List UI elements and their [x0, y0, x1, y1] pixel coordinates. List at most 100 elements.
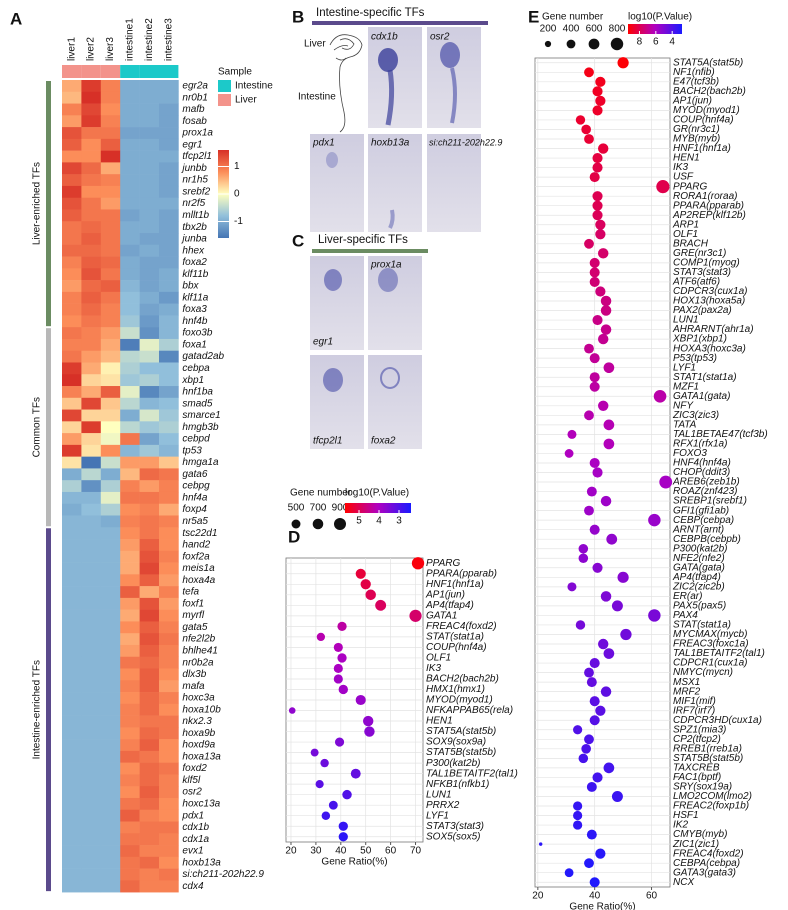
- heatmap-cell: [81, 244, 102, 257]
- gene-label: hoxa9b: [182, 728, 215, 739]
- heatmap-cell: [100, 338, 121, 352]
- heatmap-cell: [120, 209, 140, 222]
- heatmap-cell: [81, 550, 102, 563]
- column-label: liver1: [66, 37, 77, 61]
- row-label: MYOD(myod1): [673, 105, 740, 116]
- image-label: tfcp2l1: [313, 436, 342, 447]
- row-label: XBP1(xbp1): [672, 334, 727, 345]
- heatmap-cell: [62, 880, 82, 893]
- row-label: STAT5B(stat5b): [426, 747, 496, 758]
- row-label: NCX: [673, 877, 694, 888]
- heatmap-cell: [100, 597, 121, 610]
- heatmap-cell: [81, 386, 102, 399]
- heatmap-cell: [81, 138, 102, 151]
- row-label: TAL1BETAITF2(tal1): [673, 648, 765, 659]
- gene-label: foxf1: [182, 598, 204, 609]
- gene-label: si:ch211-202h22.9: [182, 869, 264, 880]
- heatmap-cell: [62, 868, 82, 881]
- heatmap-cell: [120, 444, 140, 457]
- heatmap-cell: [100, 621, 121, 634]
- heatmap-cell: [120, 586, 140, 599]
- dot: [595, 229, 606, 240]
- heatmap-cell: [81, 468, 102, 481]
- heatmap-cell: [159, 233, 179, 246]
- dot: [659, 475, 673, 489]
- heatmap-cell: [159, 621, 179, 634]
- heatmap-cell: [81, 303, 102, 316]
- colorbar-tick-label: 4: [669, 37, 675, 48]
- row-label: STAT3(stat3): [673, 267, 731, 278]
- gene-label: klf11a: [182, 292, 208, 303]
- heatmap-cell: [62, 809, 82, 822]
- heatmap-cell: [100, 174, 121, 187]
- panel-header: Intestine-specific TFs: [316, 7, 425, 19]
- gene-label: fosab: [182, 116, 207, 127]
- gene-label: srebf2: [182, 186, 210, 197]
- heatmap-cell: [62, 833, 82, 846]
- heatmap-cell: [100, 362, 121, 375]
- heatmap-cell: [159, 880, 179, 893]
- gene-label: dlx3b: [182, 669, 206, 680]
- heatmap-cell: [62, 491, 82, 505]
- heatmap-cell: [120, 468, 140, 481]
- heatmap-cell: [120, 421, 140, 434]
- dot: [584, 134, 594, 144]
- group-label: Liver-enriched TFs: [32, 162, 43, 245]
- heatmap-cell: [100, 786, 121, 799]
- dot: [338, 821, 348, 831]
- row-label: COUP(hnf4a): [426, 642, 487, 653]
- gene-label: cdx1b: [182, 822, 209, 833]
- group-bar: [46, 328, 51, 527]
- heatmap-cell: [159, 386, 179, 399]
- heatmap-cell: [81, 480, 102, 493]
- gene-label: hand2: [182, 540, 210, 551]
- heatmap-cell: [100, 268, 121, 281]
- column-label: intestine3: [163, 18, 174, 61]
- heatmap-cell: [81, 868, 102, 881]
- heatmap-cell: [139, 209, 160, 222]
- heatmap-cell: [100, 138, 121, 151]
- dot: [586, 781, 597, 792]
- size-legend-label: 700: [310, 503, 327, 514]
- heatmap-cell: [62, 668, 82, 681]
- dot: [592, 562, 603, 573]
- heatmap-cell: [62, 750, 82, 763]
- heatmap-cell: [159, 503, 179, 516]
- heatmap-cell: [120, 280, 140, 293]
- heatmap-cell: [100, 197, 121, 210]
- heatmap-cell: [139, 515, 160, 528]
- heatmap-cell: [100, 539, 121, 552]
- heatmap-cell: [100, 185, 121, 198]
- row-label: MRF2: [673, 686, 701, 697]
- heatmap-cell: [81, 703, 102, 716]
- row-label: FAC1(bptf): [673, 772, 721, 783]
- legend-title: Sample: [218, 67, 252, 78]
- heatmap-cell: [100, 727, 121, 740]
- row-label: SRY(sox19a): [673, 782, 732, 793]
- row-label: NF1(nfib): [673, 67, 715, 78]
- group-label: Intestine-enriched TFs: [32, 660, 43, 759]
- gene-label: prox1a: [181, 128, 213, 139]
- row-label: ZIC1(zic1): [672, 839, 719, 850]
- row-label: CEBPB(cebpb): [673, 534, 741, 545]
- heatmap-cell: [159, 291, 179, 304]
- dot: [592, 86, 603, 97]
- heatmap-cell: [159, 586, 179, 599]
- dot: [564, 868, 574, 878]
- size-legend-dot: [588, 38, 600, 50]
- row-label: TATA: [673, 419, 697, 430]
- heatmap-cell: [62, 856, 82, 869]
- dot: [350, 768, 361, 779]
- heatmap-cell: [100, 480, 121, 493]
- dot: [595, 286, 606, 297]
- dot: [575, 115, 586, 125]
- row-label: CDPCR3HD(cux1a): [673, 715, 762, 726]
- gene-label: foxa2: [182, 257, 207, 268]
- colorbar: [345, 503, 411, 513]
- heatmap-cell: [62, 609, 82, 622]
- x-axis-title: Gene Ratio(%): [321, 857, 387, 868]
- heatmap-cell: [159, 468, 179, 481]
- gene-label: foxo3b: [182, 328, 212, 339]
- heatmap-cell: [62, 480, 82, 493]
- stain: [388, 209, 395, 229]
